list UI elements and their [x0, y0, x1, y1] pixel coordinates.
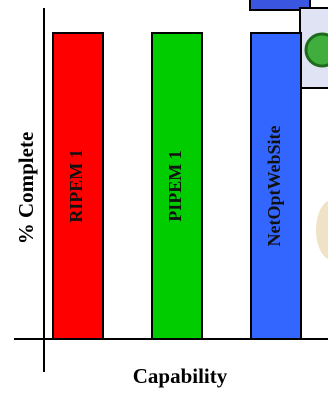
- bar-label: RIPEM 1: [66, 149, 86, 223]
- bar-label: PIPEM 1: [165, 150, 185, 222]
- bar-label: NetOptWebSite: [264, 125, 284, 246]
- bar-netoptwebsite: [250, 32, 302, 340]
- y-axis-title: % Complete: [14, 132, 38, 245]
- corner-beige-shape: [316, 200, 328, 260]
- corner-green-circle: [304, 32, 328, 68]
- corner-tab-shape: [249, 0, 311, 11]
- x-axis-title: Capability: [133, 364, 228, 388]
- bars-layer: RIPEM 1 PIPEM 1 NetOptWebSite: [52, 32, 302, 340]
